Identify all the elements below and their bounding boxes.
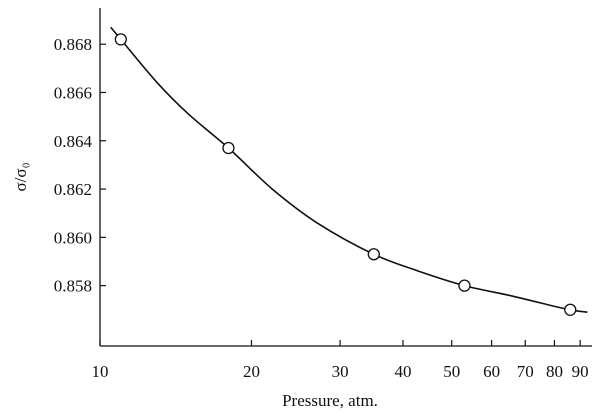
x-tick-label: 60 xyxy=(483,362,500,381)
y-tick-label: 0.860 xyxy=(54,228,92,247)
data-point xyxy=(564,303,577,316)
x-tick-label: 50 xyxy=(443,362,460,381)
y-tick-label: 0.862 xyxy=(54,180,92,199)
data-points xyxy=(114,33,577,316)
x-axis-ticks: 10 20 30 40 50 60 70 80 90 xyxy=(92,340,589,381)
data-point xyxy=(367,248,380,261)
x-tick-label: 10 xyxy=(92,362,109,381)
data-point xyxy=(114,33,127,46)
x-tick-label: 30 xyxy=(332,362,349,381)
data-point xyxy=(222,141,235,155)
y-tick-label: 0.868 xyxy=(54,35,92,54)
fit-curve xyxy=(110,26,588,313)
y-axis-ticks: 0.858 0.860 0.862 0.864 0.866 0.868 xyxy=(54,35,106,296)
y-axis-label: σ/σ₀ xyxy=(11,162,30,191)
y-tick-label: 0.866 xyxy=(54,84,92,103)
x-tick-label: 70 xyxy=(517,362,534,381)
data-point xyxy=(458,279,471,292)
x-tick-label: 20 xyxy=(243,362,260,381)
x-tick-label: 40 xyxy=(394,362,411,381)
y-tick-label: 0.864 xyxy=(54,132,93,151)
x-tick-label: 90 xyxy=(572,362,589,381)
x-axis-label: Pressure, atm. xyxy=(282,391,378,410)
y-tick-label: 0.858 xyxy=(54,277,92,296)
x-tick-label: 80 xyxy=(546,362,563,381)
axes xyxy=(99,8,592,347)
